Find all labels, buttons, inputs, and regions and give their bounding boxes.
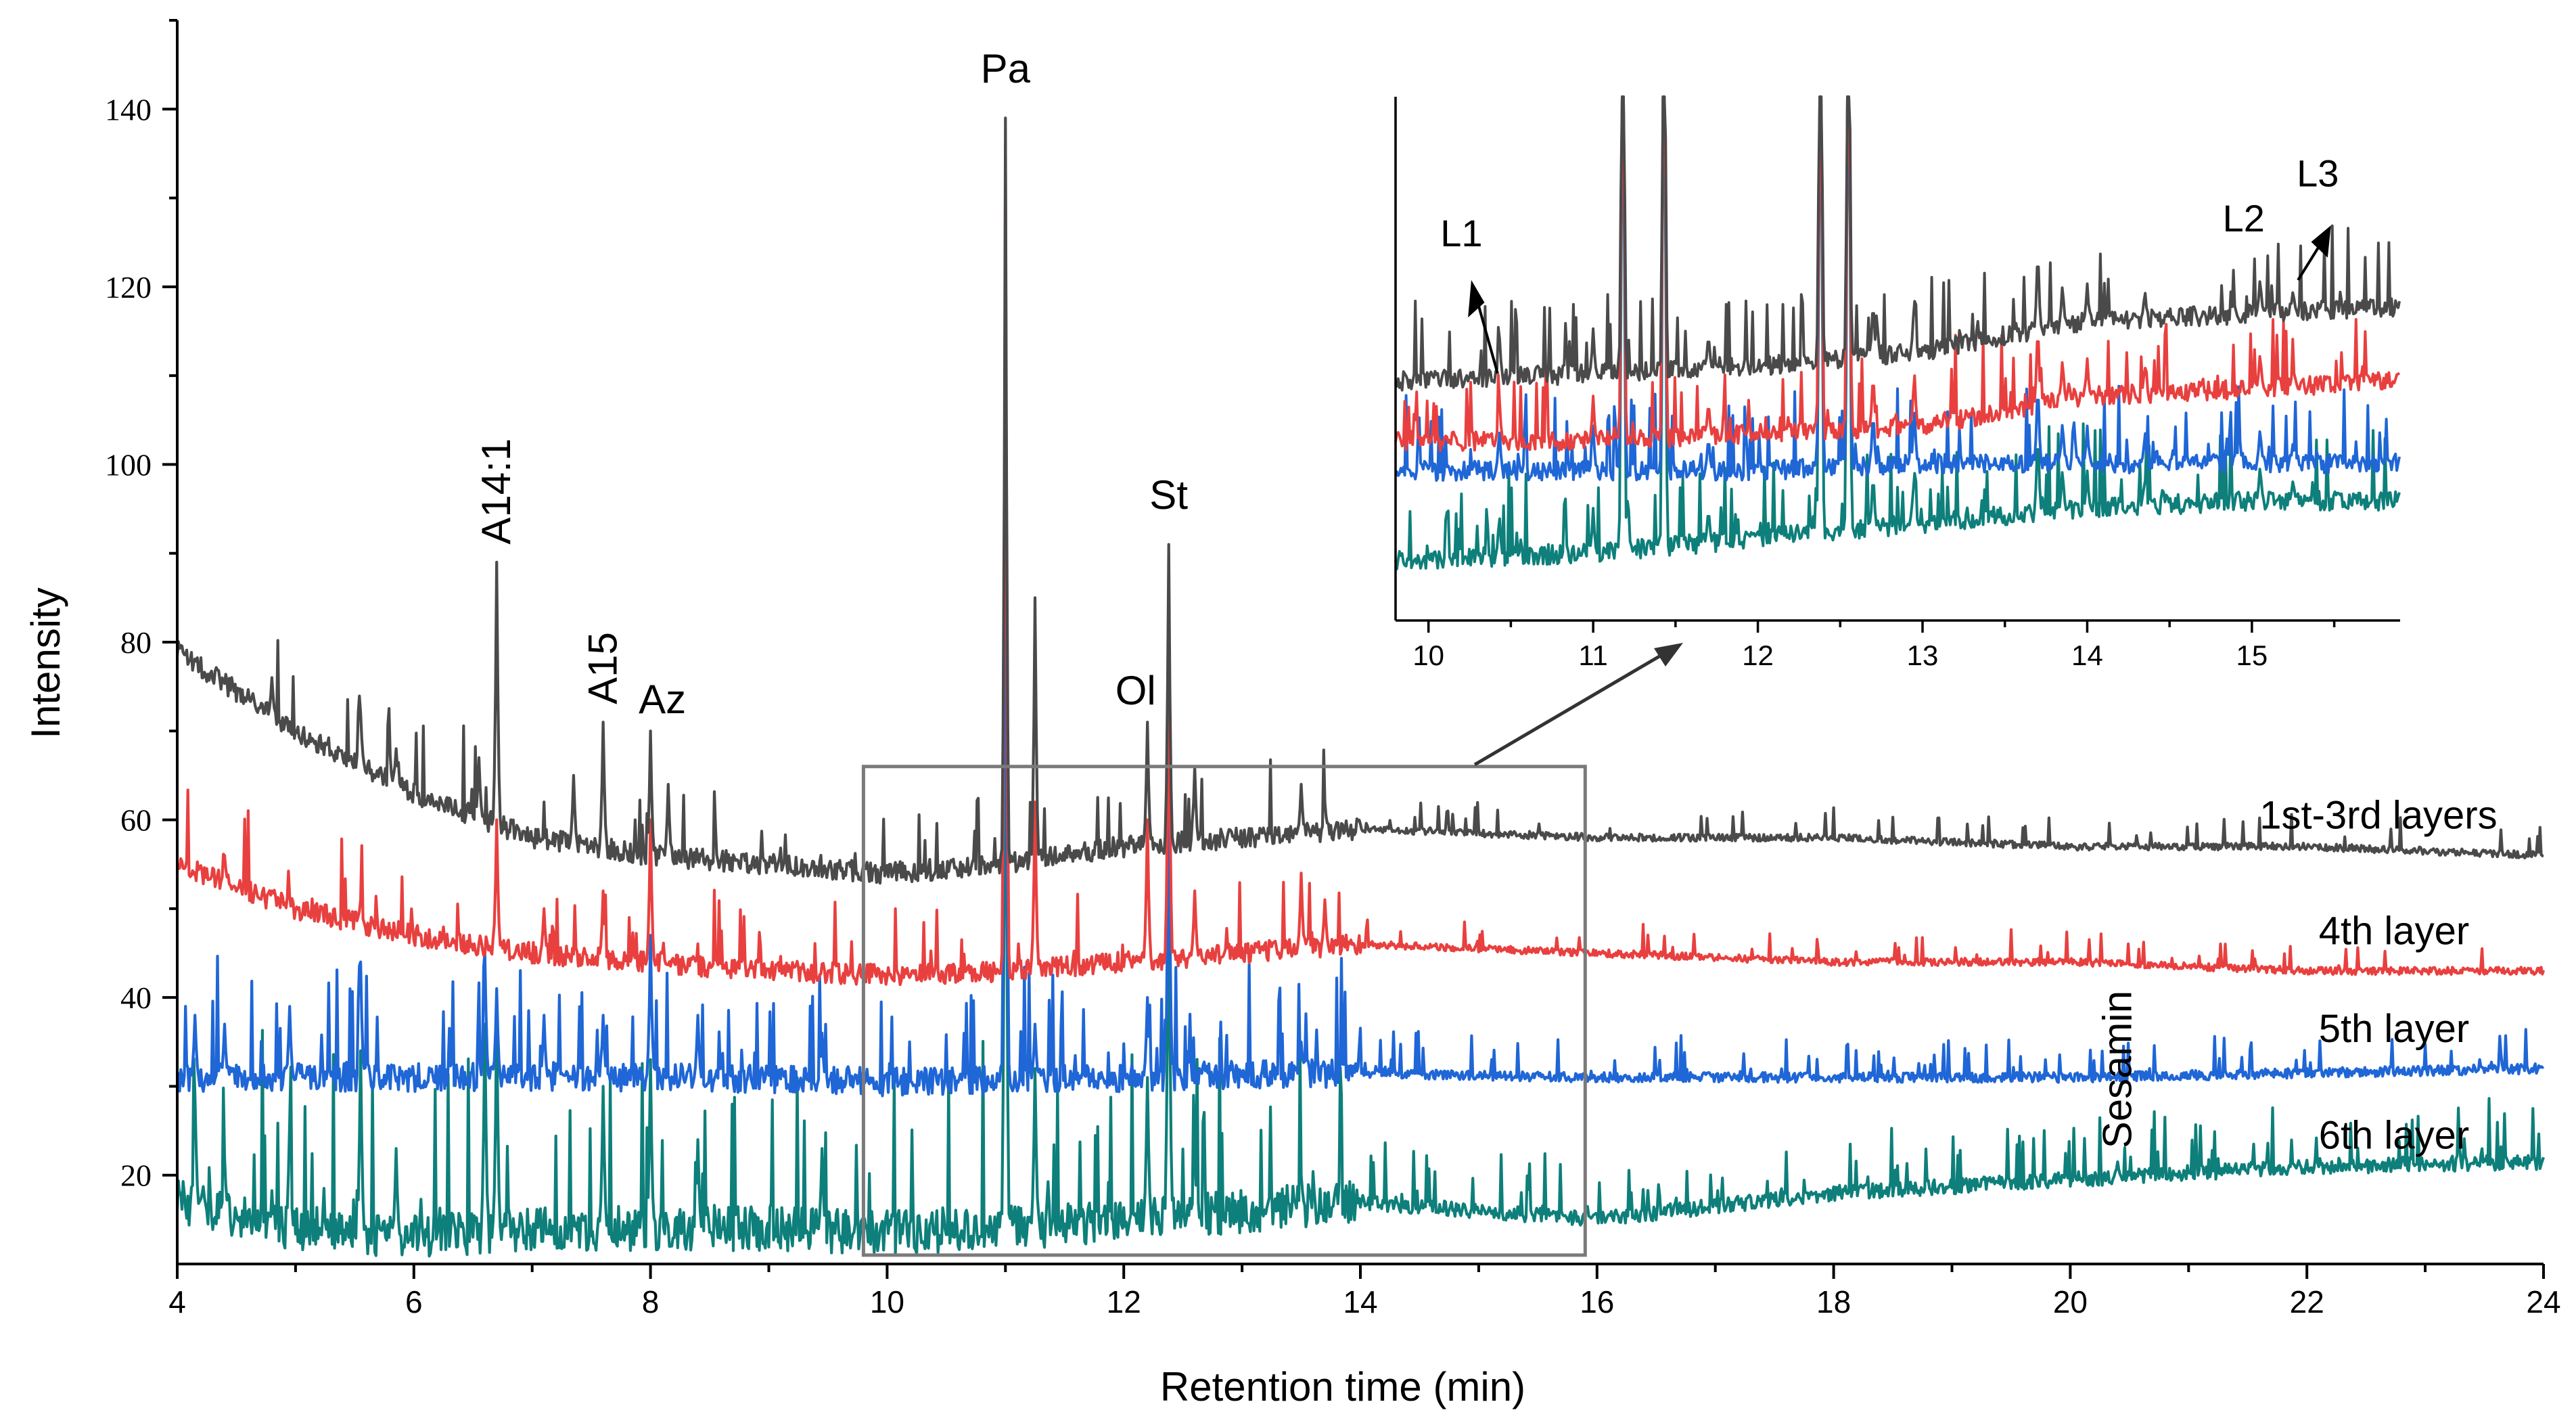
inset-series-line (1395, 95, 2401, 482)
x-tick-label: 14 (1343, 1284, 1377, 1319)
series-label: 6th layer (2319, 1113, 2469, 1157)
x-tick-label: 6 (405, 1284, 423, 1319)
inset-x-tick-label: 15 (2236, 639, 2268, 671)
peak-label: Az (639, 677, 686, 722)
x-tick-label: 4 (168, 1284, 186, 1319)
inset-x-tick-label: 14 (2071, 639, 2103, 671)
inset-peak-label: L3 (2297, 152, 2339, 195)
series-line-4th-layer (177, 143, 2546, 987)
inset-x-tick-label: 13 (1907, 639, 1939, 671)
inset-series-layer (1394, 95, 2401, 570)
inset-peak-label: L2 (2223, 197, 2265, 240)
series-line-1st-3rd-layers (175, 116, 2544, 885)
zoom-arrow-head (1654, 643, 1683, 667)
annotation-layer: A14:1 A15 Az Pa Ol St Sesamin (474, 46, 2140, 1148)
main-plot-area: 4 6 8 10 12 14 16 18 20 22 24 20 40 60 80 100 120 140 A14… (105, 19, 2561, 1319)
peak-label: A14:1 (474, 438, 519, 545)
x-tick-label: 16 (1580, 1284, 1614, 1319)
inset-plot: 10 11 12 13 14 15 L1 L2 L3 (1394, 95, 2401, 671)
y-tick-label: 60 (120, 803, 152, 838)
series-label-layer: 1st-3rd layers 4th layer 5th layer 6th laye… (2259, 794, 2497, 1158)
inset-annotation-layer: L1 L2 L3 (1440, 152, 2339, 374)
series-line-5th-layer (175, 303, 2545, 1098)
inset-series-line (1394, 95, 2401, 570)
inset-series-line (1394, 95, 2401, 392)
series-label: 1st-3rd layers (2259, 794, 2497, 838)
x-tick-label: 18 (1816, 1284, 1851, 1319)
x-tick-label: 8 (642, 1284, 660, 1319)
y-tick-label: 100 (105, 447, 152, 482)
x-axis-title: Retention time (min) (1160, 1364, 1525, 1409)
inset-x-tick-label: 10 (1412, 639, 1444, 671)
y-axis-title: Intensity (23, 587, 68, 738)
zoom-region-box (861, 765, 1587, 1257)
peak-label: St (1149, 472, 1188, 518)
series-label: 4th layer (2319, 909, 2469, 953)
peak-label: A15 (580, 632, 626, 704)
inset-axes-layer: 10 11 12 13 14 15 (1394, 97, 2400, 671)
y-tick-label: 120 (105, 270, 152, 304)
x-tick-label: 10 (870, 1284, 904, 1319)
inset-x-tick-label: 11 (1578, 639, 1608, 671)
y-tick-label: 40 (120, 980, 152, 1015)
y-tick-label: 20 (120, 1158, 152, 1193)
zoom-box-layer (861, 643, 1683, 1257)
zoom-arrow-line (1473, 648, 1672, 767)
x-tick-label: 20 (2053, 1284, 2088, 1319)
x-tick-label: 12 (1107, 1284, 1141, 1319)
x-tick-label: 22 (2290, 1284, 2324, 1319)
inset-arrow-l3-head (2311, 225, 2331, 258)
peak-label: Pa (981, 46, 1031, 91)
x-tick-label: 24 (2526, 1284, 2560, 1319)
inset-peak-label: L1 (1440, 212, 1482, 254)
inset-x-tick-label: 12 (1742, 639, 1774, 671)
series-line-6th-layer (175, 507, 2545, 1258)
peak-label: Sesamin (2094, 991, 2140, 1148)
peak-label: Ol (1116, 668, 1156, 713)
series-label: 5th layer (2319, 1007, 2469, 1051)
inset-arrow-l1-head (1468, 279, 1485, 318)
y-tick-label: 140 (105, 92, 152, 127)
inset-series-line (1394, 95, 2401, 452)
series-layer (175, 116, 2546, 1258)
axes-layer: 4 6 8 10 12 14 16 18 20 22 24 20 40 60 80 100 120 140 (105, 19, 2561, 1319)
y-tick-label: 80 (120, 625, 152, 660)
